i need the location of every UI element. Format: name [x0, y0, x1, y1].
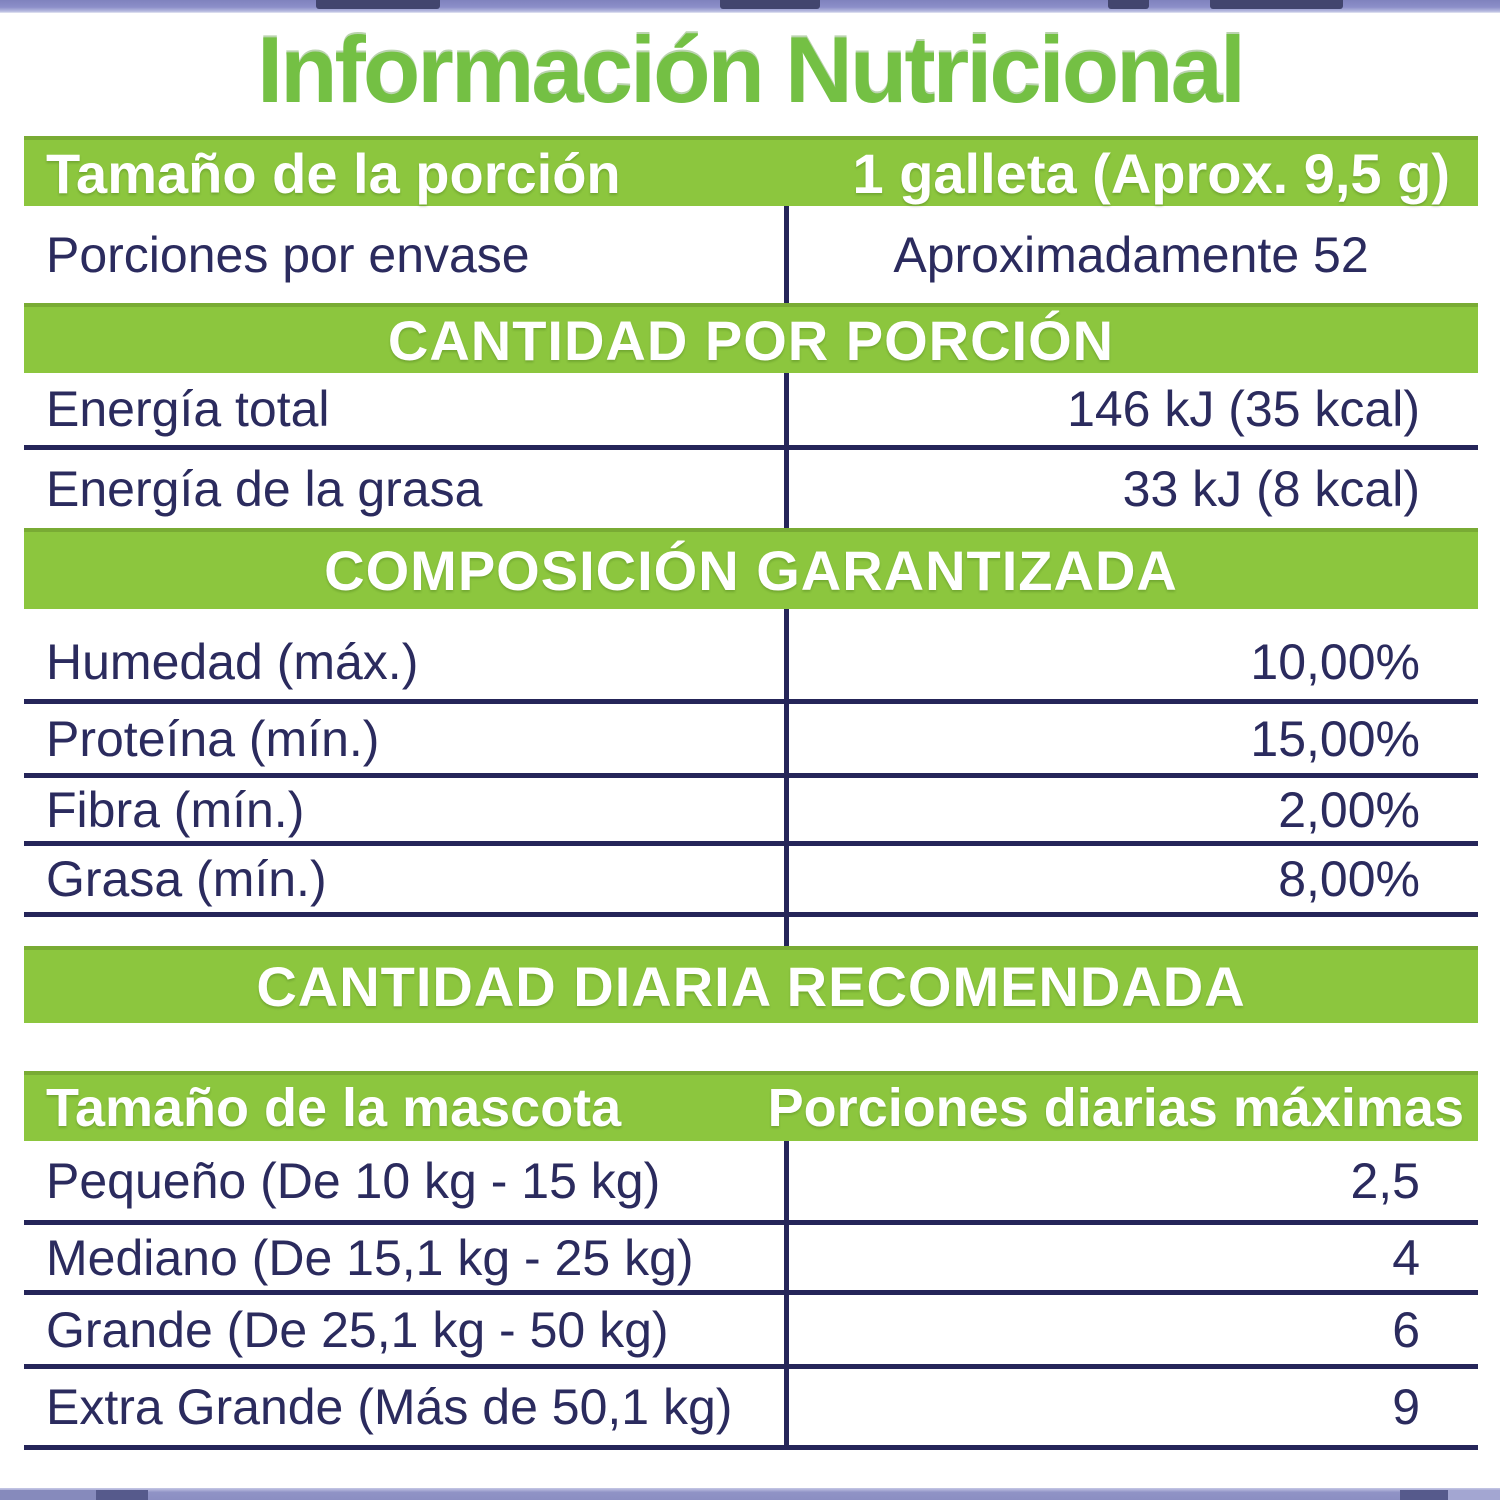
row-label: Mediano (De 15,1 kg - 25 kg)	[46, 1229, 694, 1286]
section-header-daily: CANTIDAD DIARIA RECOMENDADA	[24, 946, 1478, 1023]
row-value: 9	[1392, 1379, 1420, 1435]
package-edge-graphic	[1108, 0, 1149, 9]
table-row: Extra Grande (Más de 50,1 kg) 9	[24, 1369, 1478, 1450]
row-value: 2,5	[1350, 1152, 1420, 1209]
serving-size-label: Tamaño de la porción	[46, 141, 621, 205]
pet-size-column-header: Tamaño de la mascota	[46, 1078, 622, 1138]
row-value: 10,00%	[1250, 634, 1420, 690]
row-value: 4	[1392, 1229, 1420, 1286]
table-row: Fibra (mín.) 2,00%	[24, 778, 1478, 846]
package-edge-graphic	[1448, 1490, 1500, 1500]
serving-size-value: 1 galleta (Aprox. 9,5 g)	[852, 141, 1451, 205]
table-row: Grasa (mín.) 8,00%	[24, 846, 1478, 917]
package-top-edge	[0, 0, 1500, 13]
row-label: Energía de la grasa	[46, 461, 483, 517]
table-row: Grande (De 25,1 kg - 50 kg) 6	[24, 1295, 1478, 1369]
section-header-per-serving: CANTIDAD POR PORCIÓN	[24, 303, 1478, 373]
section-header-composition: COMPOSICIÓN GARANTIZADA	[24, 528, 1478, 609]
row-label: Grande (De 25,1 kg - 50 kg)	[46, 1301, 669, 1358]
row-value: 8,00%	[1278, 851, 1420, 907]
table-row: Proteína (mín.) 15,00%	[24, 704, 1478, 778]
row-value: 33 kJ (8 kcal)	[1122, 461, 1420, 517]
table-row: Mediano (De 15,1 kg - 25 kg) 4	[24, 1225, 1478, 1295]
package-bottom-edge	[0, 1488, 1500, 1500]
row-label: Humedad (máx.)	[46, 634, 419, 690]
nutrition-table: Tamaño de la porción 1 galleta (Aprox. 9…	[24, 0, 1478, 1500]
table-row: Humedad (máx.) 10,00%	[24, 609, 1478, 704]
package-edge-graphic	[1400, 1490, 1448, 1500]
servings-per-container-value: Aproximadamente 52	[893, 226, 1369, 283]
package-edge-graphic	[720, 0, 820, 9]
row-label: Extra Grande (Más de 50,1 kg)	[46, 1379, 733, 1435]
table-row: Porciones por envase Aproximadamente 52	[24, 206, 1478, 303]
row-label: Energía total	[46, 381, 330, 437]
column-divider	[784, 206, 789, 303]
table-row: Pequeño (De 10 kg - 15 kg) 2,5	[24, 1141, 1478, 1225]
serving-size-bar: Tamaño de la porción 1 galleta (Aprox. 9…	[24, 136, 1478, 206]
column-divider	[784, 609, 789, 946]
servings-per-container-label: Porciones por envase	[46, 226, 530, 283]
row-label: Pequeño (De 10 kg - 15 kg)	[46, 1152, 661, 1209]
row-label: Fibra (mín.)	[46, 781, 305, 838]
daily-table-header-row: Tamaño de la mascota Porciones diarias m…	[24, 1071, 1478, 1141]
package-edge-graphic	[0, 1490, 96, 1500]
table-row: Energía total 146 kJ (35 kcal)	[24, 373, 1478, 450]
row-value: 15,00%	[1250, 710, 1420, 767]
row-value: 2,00%	[1278, 781, 1420, 838]
row-label: Proteína (mín.)	[46, 710, 380, 767]
column-divider	[784, 373, 789, 528]
column-divider	[784, 1141, 789, 1450]
table-row: Energía de la grasa 33 kJ (8 kcal)	[24, 450, 1478, 528]
package-edge-graphic	[1210, 0, 1343, 9]
package-edge-graphic	[316, 0, 440, 9]
row-value: 146 kJ (35 kcal)	[1067, 381, 1420, 437]
package-edge-graphic	[96, 1490, 148, 1500]
row-label: Grasa (mín.)	[46, 851, 327, 907]
row-value: 6	[1392, 1301, 1420, 1358]
max-portions-column-header: Porciones diarias máximas	[767, 1078, 1464, 1138]
label-title: Información Nutricional	[257, 17, 1246, 122]
